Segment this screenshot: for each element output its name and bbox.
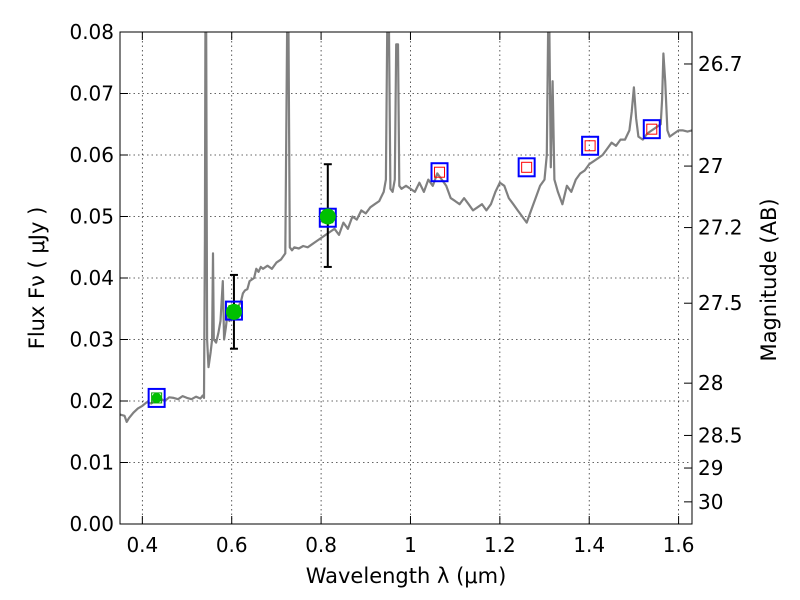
right-axis-label: Magnitude (AB) xyxy=(757,198,781,361)
y-tick-label: 0.00 xyxy=(69,512,114,536)
right-tick-label: 27 xyxy=(698,154,723,178)
series-layer xyxy=(120,32,692,423)
photometry-square-inner xyxy=(584,140,596,152)
y-axis-label: Flux Fν ( μJy ) xyxy=(25,207,49,350)
y-tick-label: 0.08 xyxy=(69,20,114,44)
photometry-square xyxy=(430,162,449,183)
measurement-point xyxy=(151,392,162,403)
y-tick-label: 0.02 xyxy=(69,389,114,413)
x-tick-label: 1.6 xyxy=(663,533,695,557)
photometry-squares xyxy=(147,119,661,408)
right-tick-label: 30 xyxy=(698,490,723,514)
measurement-markers xyxy=(151,208,336,403)
right-axis-ticks: 26.7 27 27.2 27.5 28 28.5 29 30 xyxy=(684,52,743,514)
photometry-square xyxy=(517,157,536,178)
measurement-point xyxy=(319,208,336,225)
right-tick-label: 29 xyxy=(698,456,723,480)
right-tick-label: 27.2 xyxy=(698,216,743,240)
y-axis-ticks: 0.00 0.01 0.02 0.03 0.04 0.05 0.06 0.07 0.08 xyxy=(69,20,128,536)
x-tick-label: 0.6 xyxy=(216,533,248,557)
measurement-point xyxy=(225,303,242,320)
grid-lines xyxy=(120,32,692,524)
y-tick-label: 0.04 xyxy=(69,266,114,290)
x-tick-label: 0.4 xyxy=(126,533,158,557)
right-tick-label: 28.5 xyxy=(698,423,743,447)
x-axis-ticks: 0.4 0.6 0.8 1 1.2 1.4 1.6 xyxy=(126,32,695,557)
y-tick-label: 0.07 xyxy=(69,82,114,106)
y-tick-label: 0.01 xyxy=(69,451,114,475)
error-bars xyxy=(229,163,332,350)
x-tick-label: 1.4 xyxy=(573,533,605,557)
photometry-square xyxy=(581,135,600,156)
y-tick-label: 0.03 xyxy=(69,328,114,352)
x-tick-label: 1.2 xyxy=(484,533,516,557)
y-tick-label: 0.06 xyxy=(69,143,114,167)
series-line-model-sed xyxy=(120,32,692,423)
x-tick-label: 0.8 xyxy=(305,533,337,557)
y-tick-label: 0.05 xyxy=(69,205,114,229)
x-axis-label: Wavelength λ (μm) xyxy=(306,564,507,588)
photometry-square xyxy=(147,387,166,408)
photometry-square-inner xyxy=(521,161,533,173)
photometry-square-inner xyxy=(434,166,446,178)
x-tick-label: 1 xyxy=(404,533,417,557)
right-tick-label: 27.5 xyxy=(698,291,743,315)
photometry-square-inner xyxy=(646,123,658,135)
photometry-square xyxy=(642,119,661,140)
right-tick-label: 26.7 xyxy=(698,52,743,76)
right-tick-label: 28 xyxy=(698,371,723,395)
